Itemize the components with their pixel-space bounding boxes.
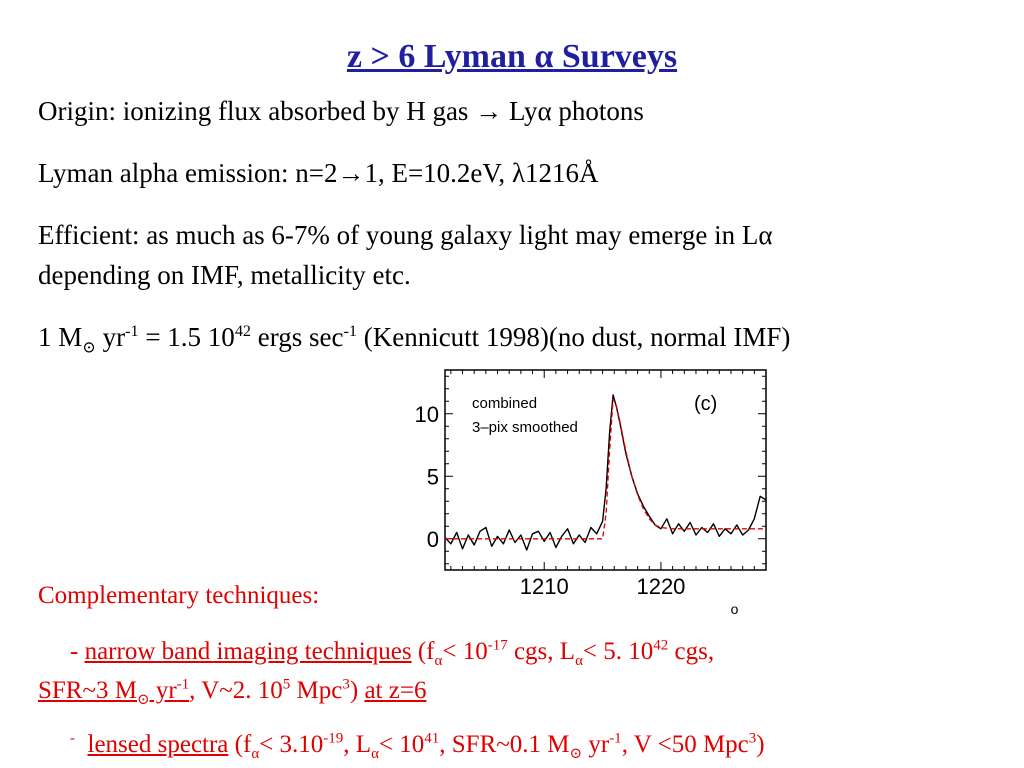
emission-line: Lyman alpha emission: n=2→1, E=10.2eV, λ… [38, 158, 599, 188]
complementary-heading: Complementary techniques: [38, 582, 320, 609]
legend-entry: combined [472, 395, 537, 412]
origin-line: Origin: ionizing flux absorbed by H gas … [38, 96, 644, 126]
sun-symbol: ⊙ [82, 338, 96, 357]
y-tick-label: 0 [427, 527, 439, 552]
efficient-line-1: Efficient: as much as 6-7% of young gala… [38, 220, 773, 250]
at-z6-link[interactable]: at z=6 [364, 677, 427, 704]
smoothed-series-line [445, 398, 766, 540]
lensed-spectra-link[interactable]: lensed spectra [87, 731, 229, 758]
slide-title: z > 6 Lyman α Surveys [346, 38, 678, 75]
narrow-band-line-1: - narrow band imaging techniques (fα< 10… [70, 637, 715, 669]
chart-series [444, 394, 767, 551]
chart-axes [444, 369, 767, 571]
legend-entry: 3–pix smoothed [472, 419, 578, 436]
plot-frame [444, 369, 767, 571]
combined-series-line [444, 394, 767, 551]
sfr-text: SFR~3 M⊙ yr-1 [38, 676, 190, 708]
y-tick-label: 10 [415, 402, 439, 427]
x-tick-label: 1220 [636, 574, 685, 599]
x-tick-label: 1210 [520, 574, 569, 599]
panel-label: (c) [694, 393, 717, 415]
lensed-spectra-line: - lensed spectra (fα< 3.10-19, Lα< 1041,… [70, 730, 765, 762]
x-unit-label: o [731, 601, 739, 617]
y-tick-label: 5 [427, 464, 439, 489]
arrow-symbol: → [475, 96, 503, 126]
chart-labels: 1210 1220 0 5 10 o combined 3–pix smoothed (c) [415, 393, 739, 617]
efficient-line-2: depending on IMF, metallicity etc. [38, 260, 411, 290]
lyman-alpha-spectrum-chart: 1210 1220 0 5 10 o combined 3–pix smoothed (c) [415, 369, 767, 617]
narrow-band-line-2: SFR~3 M⊙ yr-1, V~2. 105 Mpc3) at z=6 [38, 676, 427, 708]
narrow-band-link[interactable]: narrow band imaging techniques [84, 638, 412, 665]
alpha-symbol: α [534, 38, 554, 75]
arrow-symbol: → [337, 158, 365, 188]
kennicutt-line: 1 M⊙ yr-1 = 1.5 1042 ergs sec-1 (Kennicu… [38, 322, 791, 357]
